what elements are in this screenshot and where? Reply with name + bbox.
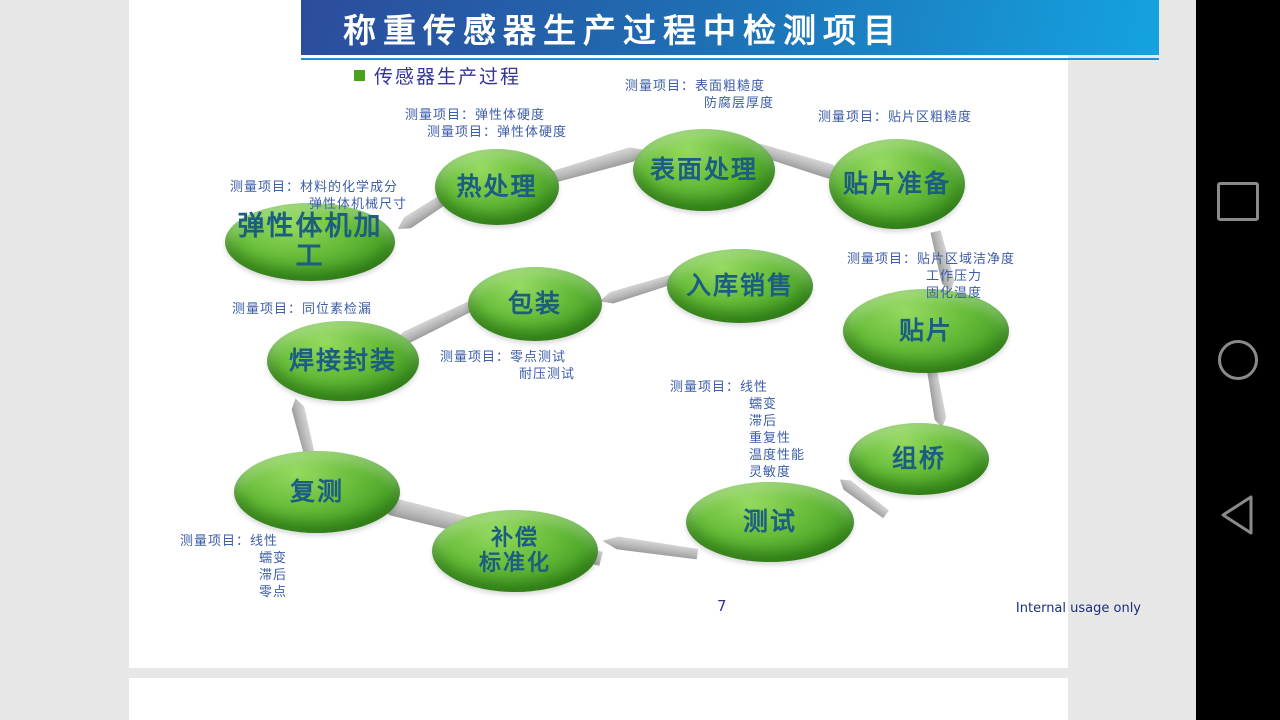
measurement-annotation-retest: 测量项目：线性蠕变滞后零点	[180, 533, 287, 601]
next-slide-page[interactable]	[129, 678, 1068, 720]
title-underline	[301, 58, 1159, 60]
process-node-compensation-standardization: 补偿 标准化	[432, 510, 598, 592]
recents-button[interactable]	[1196, 161, 1280, 241]
annotation-line: 滞后	[259, 568, 288, 583]
bullet-square-icon	[354, 70, 365, 81]
process-node-patch-preparation: 贴片准备	[829, 139, 965, 229]
page-number: 7	[717, 597, 727, 615]
process-node-warehouse-sales: 入库销售	[667, 249, 813, 323]
flow-arrow	[602, 534, 699, 560]
measurement-annotation-patch-preparation: 测量项目：贴片区粗糙度	[818, 109, 972, 126]
measurement-annotation-patching: 测量项目：贴片区域洁净度工作压力固化温度	[847, 251, 1015, 302]
slide-title-bar: 称重传感器生产过程中检测项目	[301, 0, 1159, 55]
process-node-packing: 包装	[468, 267, 602, 341]
android-navigation-bar	[1196, 0, 1280, 720]
annotation-line: 弹性体机械尺寸	[309, 197, 408, 212]
annotation-line: 测量项目：表面粗糙度	[625, 79, 766, 94]
annotation-line: 重复性	[749, 431, 792, 446]
process-node-heat-treatment: 热处理	[435, 149, 559, 225]
process-node-welding-packaging: 焊接封装	[267, 321, 419, 401]
measurement-annotation-surface-treatment: 测量项目：表面粗糙度防腐层厚度	[625, 78, 774, 112]
annotation-line: 测量项目：同位素检漏	[232, 302, 373, 317]
annotation-line: 灵敏度	[749, 465, 792, 480]
process-node-elastomer-machining: 弹性体机加工	[225, 203, 395, 281]
annotation-line: 测量项目：弹性体硬度	[427, 125, 568, 140]
process-node-retest: 复测	[234, 451, 400, 533]
annotation-line: 测量项目：贴片区域洁净度	[847, 252, 1016, 267]
process-node-patching: 贴片	[843, 289, 1009, 373]
home-button[interactable]	[1196, 320, 1280, 400]
annotation-line: 测量项目：贴片区粗糙度	[818, 110, 973, 125]
measurement-annotation-heat-treatment: 测量项目：弹性体硬度 测量项目：弹性体硬度	[405, 107, 567, 141]
measurement-annotation-elastomer-machining: 测量项目：材料的化学成分弹性体机械尺寸	[230, 179, 407, 213]
process-node-bridge-assembly: 组桥	[849, 423, 989, 495]
slide-title: 称重传感器生产过程中检测项目	[343, 10, 903, 50]
annotation-line: 滞后	[749, 414, 778, 429]
annotation-line: 测量项目：线性	[180, 534, 279, 549]
annotation-line: 测量项目：零点测试	[440, 350, 567, 365]
back-triangle-icon	[1221, 495, 1253, 535]
flow-arrow	[926, 369, 948, 428]
annotation-line: 测量项目：线性	[670, 380, 769, 395]
bullet-label: 传感器生产过程	[374, 66, 522, 88]
back-button[interactable]	[1196, 475, 1280, 555]
confidential-note: Internal usage only	[1015, 601, 1141, 616]
annotation-line: 工作压力	[926, 269, 983, 284]
measurement-annotation-testing: 测量项目：线性蠕变滞后重复性温度性能灵敏度	[670, 379, 805, 481]
flow-arrow	[598, 273, 676, 307]
annotation-line: 防腐层厚度	[704, 96, 775, 111]
bullet-item: 传感器生产过程	[354, 62, 521, 89]
annotation-line: 蠕变	[259, 551, 288, 566]
recents-square-icon	[1217, 181, 1259, 221]
annotation-line: 零点	[259, 585, 288, 600]
process-node-surface-treatment: 表面处理	[633, 129, 775, 211]
measurement-annotation-packing: 测量项目：零点测试耐压测试	[440, 349, 575, 383]
process-node-testing: 测试	[686, 482, 854, 562]
annotation-line: 测量项目：弹性体硬度	[405, 108, 546, 123]
home-circle-icon	[1218, 340, 1258, 380]
measurement-annotation-welding-packaging: 测量项目：同位素检漏	[232, 301, 372, 318]
annotation-line: 测量项目：材料的化学成分	[230, 180, 399, 195]
annotation-line: 蠕变	[749, 397, 778, 412]
annotation-line: 耐压测试	[519, 367, 576, 382]
slide-page[interactable]: 称重传感器生产过程中检测项目 传感器生产过程 弹性体机加工 热处理 表面处理 贴片准备…	[129, 0, 1159, 668]
annotation-line: 固化温度	[926, 286, 983, 301]
annotation-line: 温度性能	[749, 448, 806, 463]
